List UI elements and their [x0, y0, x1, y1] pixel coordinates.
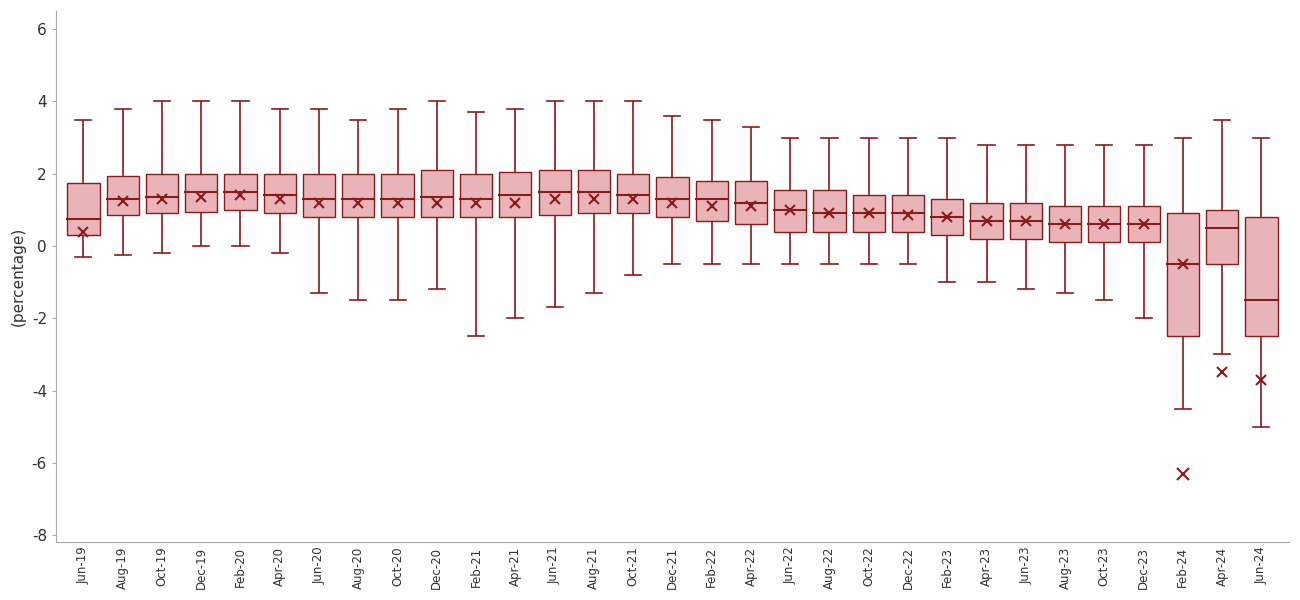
Bar	[225, 174, 256, 210]
Bar	[1206, 210, 1238, 264]
Bar	[1049, 206, 1082, 242]
Bar	[303, 174, 335, 217]
Bar	[68, 183, 100, 235]
Bar	[460, 174, 493, 217]
Bar	[381, 174, 413, 217]
Bar	[618, 174, 649, 214]
Bar	[1010, 203, 1041, 239]
Bar	[146, 174, 178, 214]
Bar	[538, 170, 571, 215]
Bar	[774, 190, 806, 232]
Bar	[814, 190, 845, 232]
Bar	[931, 199, 963, 235]
Bar	[1167, 214, 1199, 337]
Bar	[656, 178, 689, 217]
Bar	[1245, 217, 1278, 337]
Bar	[499, 172, 532, 217]
Bar	[696, 181, 728, 221]
Bar	[342, 174, 374, 217]
Y-axis label: (percentage): (percentage)	[12, 227, 26, 326]
Bar	[853, 196, 885, 232]
Bar	[107, 176, 139, 215]
Bar	[1088, 206, 1121, 242]
Bar	[421, 170, 452, 217]
Bar	[970, 203, 1002, 239]
Bar	[1127, 206, 1160, 242]
Bar	[264, 174, 296, 214]
Bar	[185, 174, 217, 212]
Bar	[892, 196, 924, 232]
Bar	[577, 170, 610, 214]
Bar	[734, 181, 767, 224]
